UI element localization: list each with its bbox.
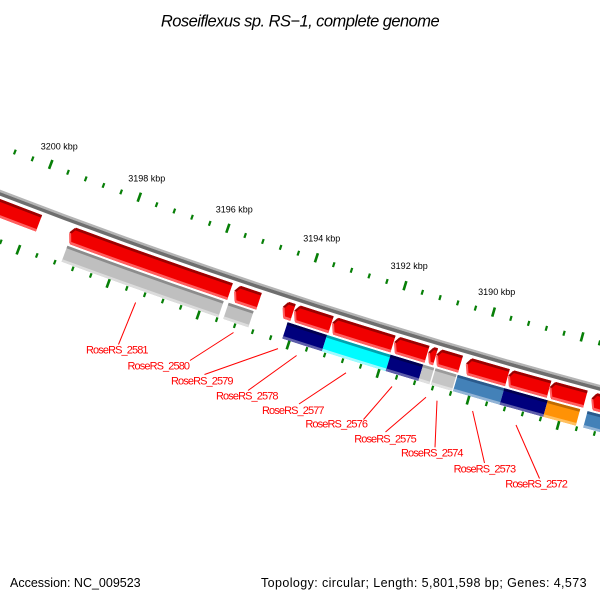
svg-text:Roseiflexus sp. RS−1, complete: Roseiflexus sp. RS−1, complete genome [161, 13, 440, 31]
svg-text:RoseRS_2578: RoseRS_2578 [216, 391, 278, 403]
svg-text:3194 kbp: 3194 kbp [303, 233, 340, 243]
svg-text:3200 kbp: 3200 kbp [41, 141, 78, 151]
svg-text:RoseRS_2574: RoseRS_2574 [401, 447, 463, 459]
svg-text:RoseRS_2576: RoseRS_2576 [305, 419, 367, 431]
svg-text:3198 kbp: 3198 kbp [128, 174, 165, 184]
svg-text:RoseRS_2580: RoseRS_2580 [128, 361, 190, 373]
svg-text:RoseRS_2575: RoseRS_2575 [354, 434, 416, 446]
svg-text:3192 kbp: 3192 kbp [391, 261, 428, 271]
svg-text:Topology: circular; Length: 5,: Topology: circular; Length: 5,801,598 bp… [261, 576, 587, 590]
svg-text:3196 kbp: 3196 kbp [216, 204, 253, 214]
svg-text:3190 kbp: 3190 kbp [478, 287, 515, 297]
svg-text:Accession: NC_009523: Accession: NC_009523 [10, 576, 141, 590]
svg-text:RoseRS_2572: RoseRS_2572 [505, 478, 567, 490]
svg-text:RoseRS_2579: RoseRS_2579 [171, 376, 233, 388]
svg-text:RoseRS_2581: RoseRS_2581 [86, 345, 148, 357]
svg-text:RoseRS_2573: RoseRS_2573 [454, 464, 516, 476]
svg-text:RoseRS_2577: RoseRS_2577 [262, 405, 324, 417]
